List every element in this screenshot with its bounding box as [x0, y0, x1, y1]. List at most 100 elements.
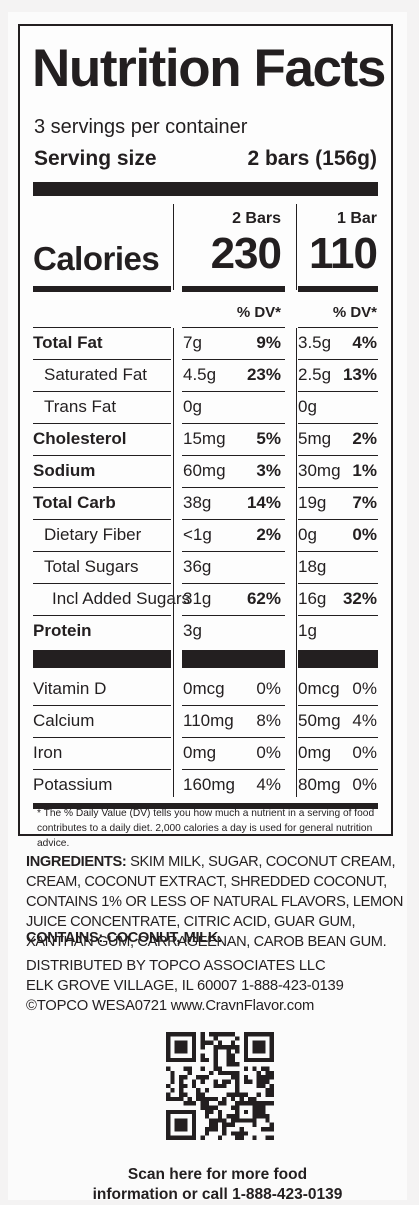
allergen-statement: CONTAINS: COCONUT, MILK.: [26, 930, 222, 946]
nutrient-row: Total Fat 7g 9% 3.5g 4%: [20, 328, 391, 360]
distributor-info: DISTRIBUTED BY TOPCO ASSOCIATES LLC ELK …: [26, 956, 344, 1016]
row-separator: [298, 455, 378, 456]
row-separator: [298, 551, 378, 552]
dv-2-bars: 0%: [256, 743, 281, 762]
row-separator: [182, 327, 285, 328]
amount-1-bar: 18g: [298, 557, 327, 576]
nutrient-row: Saturated Fat 4.5g 23% 2.5g 13%: [20, 360, 391, 392]
column-divider: [296, 328, 297, 797]
vitamin-rule: [33, 650, 171, 668]
nutrient-name: Dietary Fiber: [44, 525, 142, 544]
row-separator: [182, 583, 285, 584]
nutrient-name: Total Carb: [33, 493, 116, 512]
dv-1-bar: 0%: [352, 743, 377, 762]
calories-2-bars: 230: [210, 229, 282, 278]
amount-2-bars: 110mg: [183, 711, 234, 730]
nutrient-row: Cholesterol 15mg 5% 5mg 2%: [20, 424, 391, 456]
footnote-rule: [33, 803, 378, 809]
distributor-line-1: DISTRIBUTED BY TOPCO ASSOCIATES LLC: [26, 958, 326, 974]
thick-rule: [33, 182, 378, 196]
amount-2-bars: 0g: [183, 397, 202, 416]
calories-label: Calories: [33, 240, 160, 277]
package-panel: Nutrition Facts 3 servings per container…: [8, 12, 407, 1203]
row-separator: [182, 551, 285, 552]
amount-1-bar: 80mg: [298, 775, 341, 794]
nutrient-row: Total Carb 38g 14% 19g 7%: [20, 488, 391, 520]
amount-2-bars: 38g: [183, 493, 212, 512]
dv-2-bars: 8%: [256, 711, 281, 730]
row-separator: [33, 327, 171, 328]
label-title: Nutrition Facts: [32, 39, 386, 98]
nutrient-name: Potassium: [33, 775, 113, 794]
vitamin-rule: [182, 650, 285, 668]
row-separator: [182, 615, 285, 616]
amount-1-bar: 3.5g: [298, 333, 332, 352]
vitamin-row: Calcium 110mg 8% 50mg 4%: [20, 706, 391, 738]
row-separator: [182, 705, 285, 706]
vitamin-row: Vitamin D 0mcg 0% 0mcg 0%: [20, 674, 391, 706]
column-divider: [173, 328, 174, 797]
dv-2-bars: 2%: [256, 525, 281, 544]
nutrient-row: Total Sugars 36g 18g: [20, 552, 391, 584]
column-divider: [296, 204, 297, 290]
row-separator: [33, 391, 171, 392]
column-divider: [173, 204, 174, 290]
dv-2-bars: 4%: [256, 775, 281, 794]
amount-2-bars: 160mg: [183, 775, 235, 794]
row-separator: [298, 327, 378, 328]
nutrition-facts-label: Nutrition Facts 3 servings per container…: [18, 24, 393, 849]
dv-2-bars: 3%: [256, 461, 281, 480]
row-separator: [33, 423, 171, 424]
amount-1-bar: 0g: [298, 525, 317, 544]
nutrient-name: Incl Added Sugars: [52, 589, 190, 608]
dv-1-bar: 32%: [342, 589, 377, 608]
nutrient-name: Trans Fat: [44, 397, 117, 416]
amount-1-bar: 0mg: [298, 743, 332, 762]
dv-2-bars: 62%: [246, 589, 281, 608]
amount-2-bars: <1g: [183, 525, 212, 544]
row-separator: [298, 737, 378, 738]
dv-header-2-bars: % DV*: [236, 304, 281, 321]
dv-header-1-bar: % DV*: [332, 304, 377, 321]
dv-1-bar: 0%: [352, 679, 377, 698]
row-separator: [298, 487, 378, 488]
amount-2-bars: 36g: [183, 557, 212, 576]
calories-rule: [182, 286, 285, 292]
dv-2-bars: 9%: [256, 333, 281, 352]
column-header-2-bars: 2 Bars: [232, 210, 281, 227]
row-separator: [298, 519, 378, 520]
amount-2-bars: 60mg: [183, 461, 226, 480]
nutrient-name: Protein: [33, 621, 92, 640]
nutrient-row: Dietary Fiber <1g 2% 0g 0%: [20, 520, 391, 552]
nutrient-row: Incl Added Sugars 31g 62% 16g 32%: [20, 584, 391, 616]
amount-1-bar: 19g: [298, 493, 327, 512]
row-separator: [298, 615, 378, 616]
row-separator: [182, 423, 285, 424]
ingredients-statement: INGREDIENTS: SKIM MILK, SUGAR, COCONUT C…: [26, 852, 411, 952]
nutrient-name: Saturated Fat: [44, 365, 148, 384]
qr-caption: Scan here for more food information or c…: [8, 1165, 419, 1205]
vitamin-row: Potassium 160mg 4% 80mg 0%: [20, 770, 391, 802]
row-separator: [298, 769, 378, 770]
row-separator: [33, 455, 171, 456]
amount-1-bar: 0g: [298, 397, 317, 416]
nutrient-name: Iron: [33, 743, 63, 762]
amount-2-bars: 3g: [183, 621, 202, 640]
nutrient-name: Calcium: [33, 711, 95, 730]
row-separator: [33, 551, 171, 552]
qr-caption-line-2: information or call 1-888-423-0139: [92, 1186, 343, 1203]
nutrient-name: Total Sugars: [44, 557, 139, 576]
amount-2-bars: 0mcg: [183, 679, 225, 698]
contains-label: CONTAINS:: [26, 930, 103, 946]
amount-2-bars: 4.5g: [183, 365, 217, 384]
row-separator: [33, 737, 171, 738]
dv-1-bar: 0%: [352, 525, 377, 544]
dv-2-bars: 5%: [256, 429, 281, 448]
row-separator: [33, 615, 171, 616]
nutrient-row: Sodium 60mg 3% 30mg 1%: [20, 456, 391, 488]
servings-per-container: 3 servings per container: [34, 116, 248, 138]
nutrient-name: Vitamin D: [33, 679, 107, 698]
qr-code-icon[interactable]: [166, 1032, 274, 1140]
nutrient-row: Trans Fat 0g 0g: [20, 392, 391, 424]
amount-1-bar: 1g: [298, 621, 317, 640]
